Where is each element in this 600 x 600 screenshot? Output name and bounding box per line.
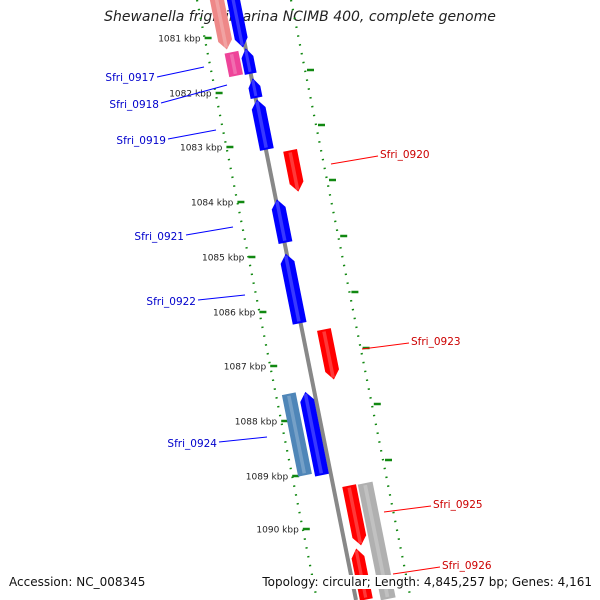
gene-highlight	[287, 395, 307, 474]
gene-highlight	[322, 331, 335, 378]
label-leader-line	[383, 505, 432, 513]
accession-text: Accession: NC_008345	[9, 575, 146, 589]
topology-text: Topology: circular; Length: 4,845,257 bp…	[262, 575, 592, 589]
gene-highlight	[284, 255, 301, 322]
gene-arrow	[209, 0, 232, 50]
gene-arrow	[241, 48, 257, 75]
label-leader-line	[185, 226, 234, 236]
gene-label[interactable]: Sfri_0919	[116, 135, 166, 147]
gene-label[interactable]: Sfri_0925	[433, 499, 483, 511]
tick-label: 1081 kbp	[158, 35, 201, 45]
gene-highlight	[255, 101, 268, 148]
gene-label[interactable]: Sfri_0920	[380, 149, 430, 161]
tick-label: 1088 kbp	[235, 418, 278, 428]
tick-label: 1083 kbp	[180, 144, 223, 154]
gene-highlight	[288, 152, 300, 191]
tick-label: 1087 kbp	[224, 363, 267, 373]
label-leader-line	[392, 566, 441, 575]
gene-highlight	[347, 487, 363, 544]
label-leader-line	[197, 294, 246, 301]
label-leader-line	[156, 66, 205, 78]
gene-label[interactable]: Sfri_0922	[146, 296, 196, 308]
tick-label: 1090 kbp	[256, 526, 299, 536]
gene-arrow	[224, 50, 244, 78]
map-title: Shewanella frigidimarina NCIMB 400, comp…	[104, 9, 496, 25]
gene-arrow	[357, 481, 396, 600]
gene-highlight	[363, 484, 390, 598]
gene-highlight	[214, 0, 228, 48]
tick-label: 1086 kbp	[213, 309, 256, 319]
gene-arrow	[283, 149, 304, 192]
tick-label: 1085 kbp	[202, 254, 245, 264]
gene-arrow	[317, 328, 339, 380]
tick-label: 1089 kbp	[246, 473, 289, 483]
gene-label[interactable]: Sfri_0923	[411, 336, 461, 348]
gene-arrow	[300, 391, 329, 477]
gene-highlight	[251, 79, 258, 97]
gene-highlight	[229, 53, 238, 75]
gene-arrow	[280, 253, 307, 325]
tick-label: 1084 kbp	[191, 199, 234, 209]
gene-label[interactable]: Sfri_0918	[109, 99, 159, 111]
gene-highlight	[231, 0, 244, 46]
label-leader-line	[330, 155, 379, 165]
gene-arrow	[251, 99, 274, 151]
gene-label[interactable]: Sfri_0926	[442, 560, 492, 572]
gene-label[interactable]: Sfri_0921	[134, 231, 184, 243]
gene-arrow	[226, 0, 248, 48]
gene-arrow	[248, 78, 263, 99]
gene-label[interactable]: Sfri_0917	[105, 72, 155, 84]
gene-arrow	[271, 199, 293, 244]
gene-highlight	[303, 393, 324, 474]
gene-arrow	[342, 484, 367, 546]
label-leader-line	[218, 436, 268, 443]
gene-highlight	[275, 201, 287, 242]
gene-highlight	[244, 49, 252, 73]
gene-label[interactable]: Sfri_0924	[167, 438, 217, 450]
label-leader-line	[167, 129, 217, 140]
label-leader-line	[361, 342, 410, 350]
label-leader-line	[160, 84, 228, 104]
gene-arrow	[281, 392, 312, 477]
